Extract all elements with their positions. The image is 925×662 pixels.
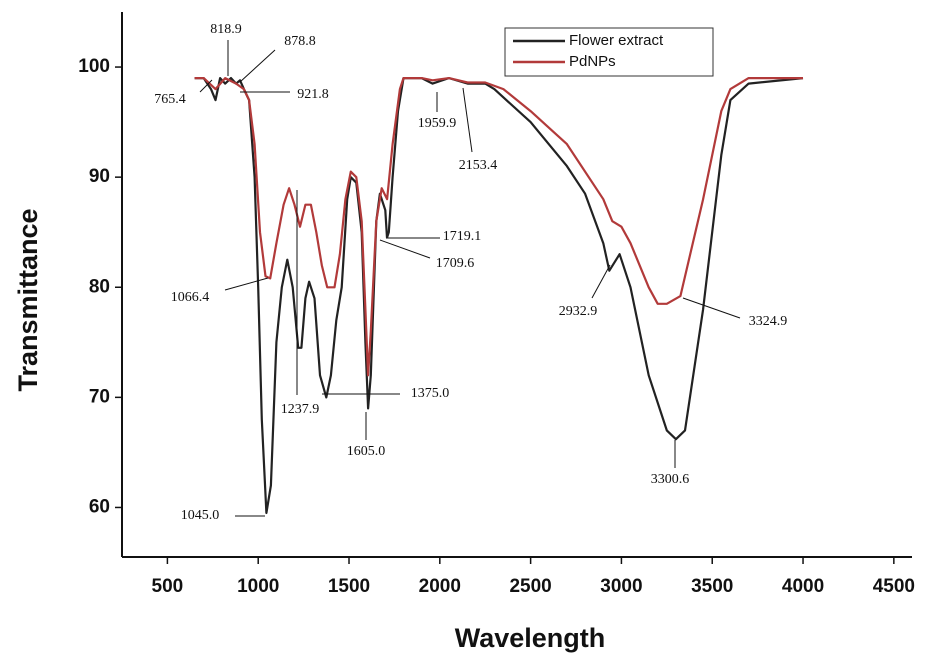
y-tick-label: 100 xyxy=(78,56,110,77)
annotation: 3300.6 xyxy=(651,472,690,487)
x-tick-label: 3000 xyxy=(600,576,642,597)
x-tick-label: 500 xyxy=(152,576,184,597)
y-tick-label: 80 xyxy=(89,276,110,297)
annotation: 818.9 xyxy=(210,22,242,37)
legend-label: PdNPs xyxy=(569,53,616,70)
annotation: 921.8 xyxy=(297,87,329,102)
annotation: 878.8 xyxy=(284,34,316,49)
x-tick-label: 4500 xyxy=(873,576,915,597)
x-axis-label: Wavelength xyxy=(455,623,606,653)
x-tick-label: 4000 xyxy=(782,576,824,597)
annotation: 1237.9 xyxy=(281,402,320,417)
annotation: 1709.6 xyxy=(436,256,475,271)
annotation-leader xyxy=(239,49,276,83)
annotation-leader xyxy=(682,297,741,319)
annotation-leader xyxy=(379,239,431,259)
x-tick-label: 1000 xyxy=(237,576,279,597)
x-tick-label: 1500 xyxy=(328,576,370,597)
x-tick-label: 2500 xyxy=(509,576,551,597)
y-tick-label: 70 xyxy=(89,386,110,407)
x-tick-label: 3500 xyxy=(691,576,733,597)
annotation: 1066.4 xyxy=(171,290,210,305)
y-tick-label: 60 xyxy=(89,496,110,517)
annotation: 2153.4 xyxy=(459,158,498,173)
annotation-leader xyxy=(199,79,213,93)
annotation-leader xyxy=(224,277,269,291)
annotation: 1375.0 xyxy=(411,386,450,401)
y-axis-label: Transmittance xyxy=(13,208,43,391)
annotation: 1959.9 xyxy=(418,116,457,131)
x-tick-label: 2000 xyxy=(419,576,461,597)
annotation-leader xyxy=(591,264,611,299)
annotation: 1045.0 xyxy=(181,508,220,523)
annotation-leader xyxy=(462,87,473,153)
annotation: 765.4 xyxy=(154,92,186,107)
annotation: 3324.9 xyxy=(749,314,788,329)
y-tick-label: 90 xyxy=(89,166,110,187)
legend-label: Flower extract xyxy=(569,32,664,49)
annotation: 1605.0 xyxy=(347,444,386,459)
series-line xyxy=(194,77,804,515)
annotation: 1719.1 xyxy=(443,229,482,244)
annotation: 2932.9 xyxy=(559,304,598,319)
series-line xyxy=(194,77,803,377)
legend-box xyxy=(504,27,714,77)
